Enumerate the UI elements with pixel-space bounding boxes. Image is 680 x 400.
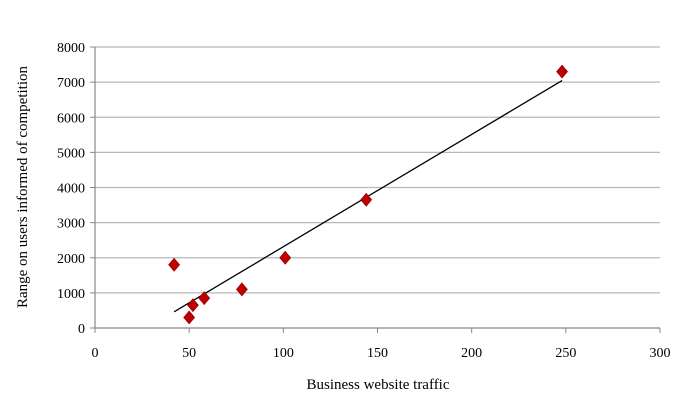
- data-point-0: [168, 257, 180, 272]
- y-axis-title: Range on users informed of competition: [15, 65, 31, 308]
- data-point-1: [183, 310, 196, 325]
- y-tick-label-6000: 6000: [57, 111, 85, 126]
- y-tick-label-4000: 4000: [57, 182, 85, 197]
- x-tick-label-150: 150: [367, 346, 388, 361]
- x-tick-label-250: 250: [555, 346, 576, 361]
- gridlines: [95, 46, 660, 294]
- data-point-5: [279, 250, 292, 265]
- y-tick-label-7000: 7000: [57, 76, 85, 91]
- y-tick-label-5000: 5000: [57, 146, 85, 161]
- x-tick-label-300: 300: [650, 346, 671, 361]
- data-point-2: [187, 298, 199, 313]
- y-axis-ticks: 0 1000 2000 3000 4000 5000 6000 7000 8000: [57, 41, 95, 337]
- x-axis-title: Business website traffic: [306, 377, 449, 393]
- y-tick-label-3000: 3000: [57, 217, 85, 232]
- data-point-3: [198, 291, 211, 306]
- y-tick-label-8000: 8000: [57, 41, 85, 56]
- data-point-4: [236, 282, 248, 297]
- x-axis-ticks: 0 50 100 150 200 250 300: [92, 328, 671, 361]
- y-tick-label-0: 0: [78, 322, 85, 337]
- data-points: [168, 64, 568, 325]
- x-tick-label-100: 100: [273, 346, 294, 361]
- x-tick-label-0: 0: [92, 346, 99, 361]
- data-point-7: [556, 64, 568, 79]
- x-tick-label-200: 200: [461, 346, 482, 361]
- x-tick-label-50: 50: [182, 346, 196, 361]
- y-tick-label-1000: 1000: [57, 287, 85, 302]
- data-point-6: [360, 192, 373, 207]
- y-tick-label-2000: 2000: [57, 252, 85, 267]
